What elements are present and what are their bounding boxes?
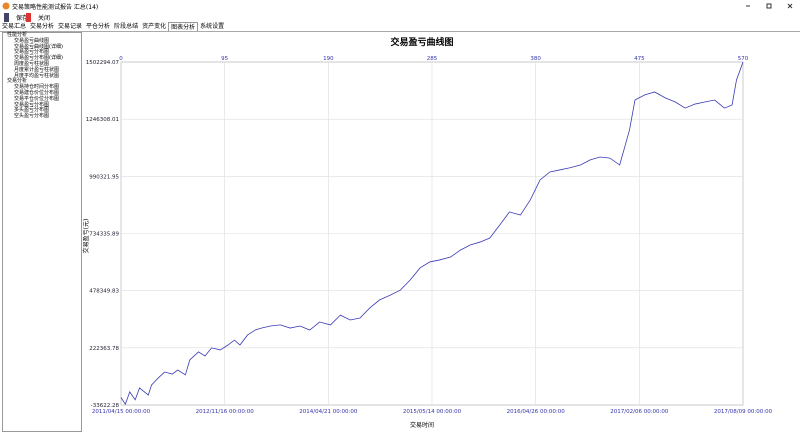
tree-item[interactable]: 空头盈亏分布图 <box>14 113 50 120</box>
tree-item[interactable]: 交易盈亏曲线图 <box>14 37 50 44</box>
tree-group[interactable]: 性能分析 <box>7 32 28 38</box>
tree-item[interactable]: 月度平均盈亏柱状图 <box>14 72 60 79</box>
series-line <box>120 61 744 406</box>
tab[interactable]: 平仓分析 <box>86 23 111 30</box>
toolbar: 保存 关闭 <box>0 12 800 22</box>
y-tick-label: 478349.83 <box>89 289 119 295</box>
y-tick-label: 990321.95 <box>89 174 119 180</box>
tab[interactable]: 阶段总结 <box>114 23 139 30</box>
x-top-tick-label: 570 <box>738 56 749 62</box>
x-top-tick-label: 190 <box>323 56 334 62</box>
tab[interactable]: 交易分析 <box>30 23 55 30</box>
tree-item[interactable]: 交易盈亏分布图 <box>14 101 50 108</box>
x-date-label: 2016/04/26 00:00:00 <box>507 409 566 415</box>
x-date-label: 2011/04/15 00:00:00 <box>92 409 151 415</box>
y-axis-label: 交易盈亏(元) <box>82 219 90 254</box>
tree-panel: 性能分析 交易盈亏曲线图 交易盈亏曲线图(详细) 交易盈亏分布图 交易盈亏分布图(详细)… <box>2 32 82 432</box>
tab[interactable]: 资产变化 <box>142 23 167 30</box>
tab-strip: 交易汇总 交易分析 交易记录 平仓分析 阶段总结 资产变化 图表分析 系统设置 <box>0 22 800 32</box>
y-tick-label: -33622.28 <box>91 403 120 409</box>
x-date-label: 2017/08/09 00:00:00 <box>714 409 773 415</box>
tree-item[interactable]: 交易持仓时间分布图 <box>14 84 60 91</box>
tab[interactable]: 交易记录 <box>58 23 83 30</box>
x-date-label: 2012/11/16 00:00:00 <box>196 409 255 415</box>
y-tick-label: 222363.78 <box>89 346 119 352</box>
y-tick-label: 1246308.01 <box>86 117 119 123</box>
tree-item[interactable]: 月度累计盈亏柱状图 <box>14 66 60 73</box>
x-date-label: 2015/05/14 00:00:00 <box>403 409 462 415</box>
tree-item[interactable]: 多头盈亏分布图 <box>14 107 50 114</box>
tree-group[interactable]: 交易分析 <box>7 78 28 85</box>
chart: 交易盈亏曲线图 交易时间 交易盈亏(元) -33622.28 222363.78 4… <box>82 36 773 429</box>
title-bar: 交易策略性能测试报告 汇总(14) <box>0 0 800 12</box>
tab[interactable]: 交易汇总 <box>2 23 27 30</box>
x-top-tick-label: 0 <box>119 56 123 62</box>
app-icon <box>2 2 10 10</box>
tree-item[interactable]: 交易平仓价位分布图 <box>14 95 60 102</box>
window-title: 交易策略性能测试报告 汇总(14) <box>12 4 99 11</box>
tree-item[interactable]: 交易盈亏分布图(详细) <box>14 55 63 62</box>
tab[interactable]: 系统设置 <box>200 23 225 30</box>
window-controls[interactable] <box>740 0 800 12</box>
x-top-tick-label: 380 <box>530 56 541 62</box>
y-tick-label: 734335.89 <box>89 232 119 238</box>
x-date-label: 2014/04/21 00:00:00 <box>299 409 358 415</box>
y-tick-label: 1502294.07 <box>86 60 120 66</box>
tab[interactable]: 图表分析 <box>168 22 199 31</box>
toolbar-button[interactable]: 关闭 <box>26 13 50 22</box>
x-top-tick-label: 95 <box>221 56 228 62</box>
chart-title: 交易盈亏曲线图 <box>390 36 453 48</box>
tree-item[interactable]: 交易盈亏分布图 <box>14 49 50 56</box>
tree-item[interactable]: 交易盈亏曲线图(详细) <box>14 43 63 50</box>
tree-item[interactable]: 周度盈亏柱状图 <box>14 60 50 67</box>
toolbar-button[interactable]: 保存 <box>4 13 28 22</box>
x-axis-label: 交易时间 <box>410 421 434 429</box>
x-top-tick-label: 285 <box>427 56 438 62</box>
x-date-label: 2017/02/06 00:00:00 <box>610 409 669 415</box>
x-top-tick-label: 475 <box>634 56 645 62</box>
tree-item[interactable]: 交易建仓价位分布图 <box>14 89 60 96</box>
